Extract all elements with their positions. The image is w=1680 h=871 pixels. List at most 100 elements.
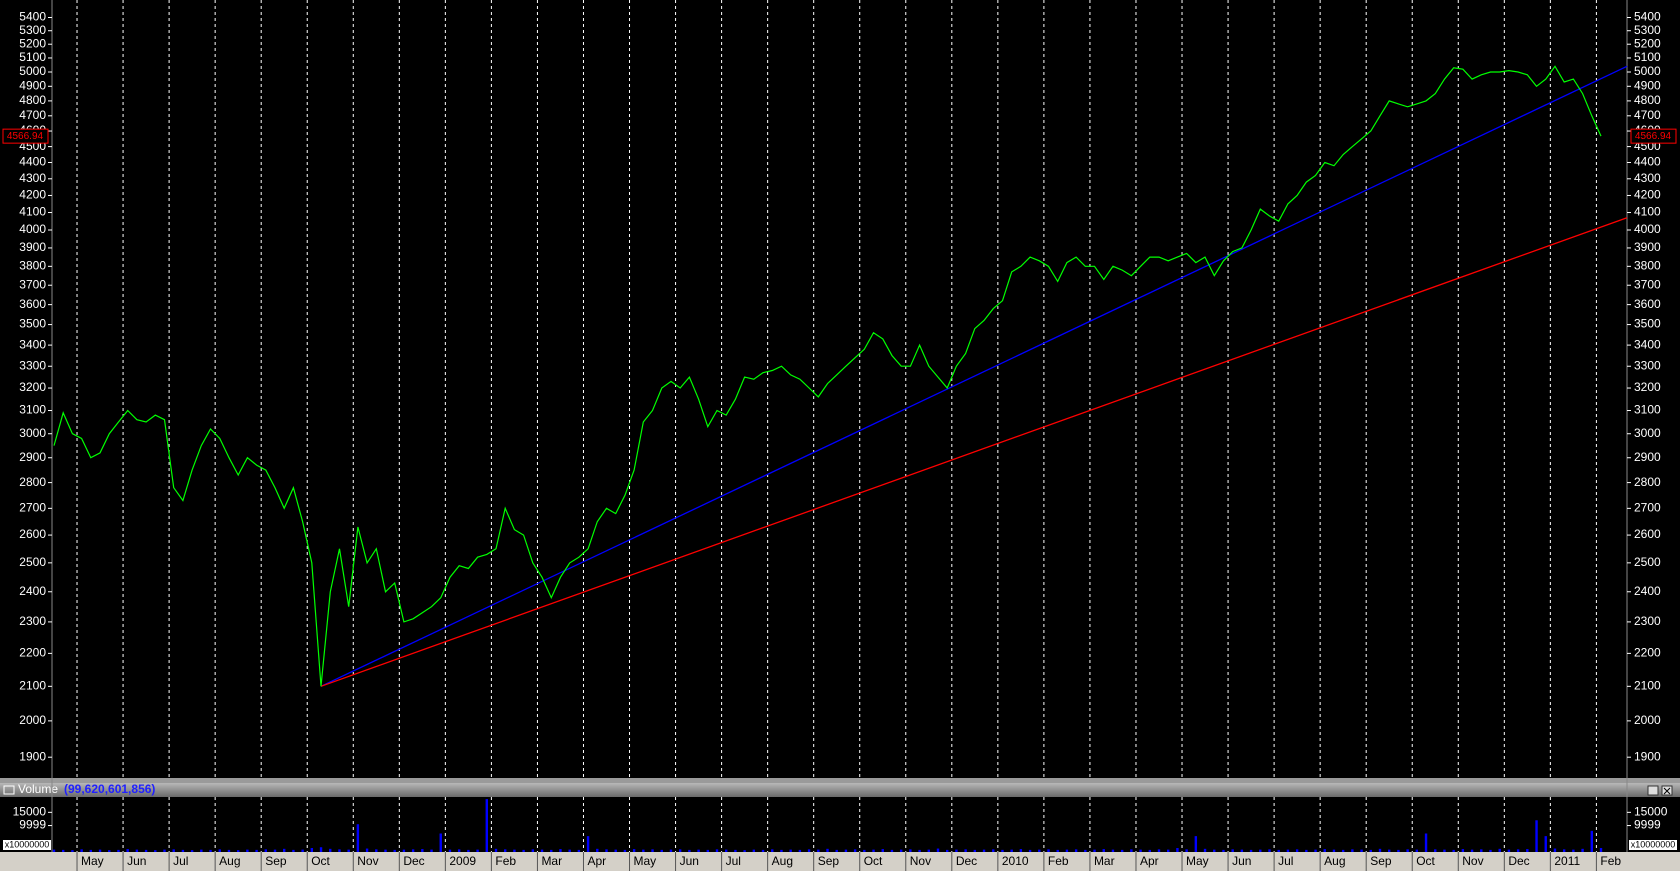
volume-bar (1470, 849, 1474, 852)
volume-bar (964, 849, 967, 852)
volume-bar (550, 849, 553, 852)
y-tick-label-right: 4800 (1634, 93, 1661, 107)
y-tick-label-right: 4300 (1634, 171, 1661, 185)
volume-bar (1360, 849, 1363, 852)
volume-bar (1111, 849, 1115, 852)
x-tick-label: Jun (1232, 854, 1251, 868)
volume-bar (375, 849, 378, 852)
volume-bar (678, 849, 682, 852)
y-tick-label: 3600 (19, 297, 46, 311)
y-tick-label-right: 4700 (1634, 108, 1661, 122)
x-tick-label: Feb (1048, 854, 1069, 868)
y-tick-label-right: 2400 (1634, 584, 1661, 598)
panel-icon[interactable] (3, 785, 15, 795)
volume-bar (1084, 849, 1087, 852)
y-tick-label-right: 3300 (1634, 358, 1661, 372)
volume-bar (310, 848, 314, 852)
volume-bar (1424, 833, 1428, 852)
volume-bar (319, 847, 323, 852)
y-tick-label: 3400 (19, 337, 46, 351)
volume-bar (1332, 849, 1336, 852)
y-tick-label: 4700 (19, 108, 46, 122)
y-tick-label-right: 4000 (1634, 222, 1661, 236)
volume-bar (780, 849, 783, 852)
y-tick-label-right: 4400 (1634, 155, 1661, 169)
restore-button[interactable] (1647, 785, 1659, 796)
y-tick-label: 2800 (19, 475, 46, 489)
volume-bar (1314, 849, 1317, 852)
x-tick-label: 2011 (1554, 854, 1580, 868)
volume-bar (163, 849, 166, 852)
x-tick-label: Sep (265, 854, 287, 868)
x-tick-label: Apr (1140, 854, 1159, 868)
volume-bar (117, 849, 120, 852)
volume-bar (946, 849, 949, 852)
volume-bar (1249, 849, 1253, 852)
volume-bar (1277, 849, 1280, 852)
x-tick-label: Jun (680, 854, 699, 868)
volume-bar (1480, 849, 1483, 852)
volume-bar (752, 849, 756, 852)
y-tick-label: 2200 (19, 646, 46, 660)
volume-bar (1305, 849, 1308, 852)
volume-bar (1139, 849, 1142, 852)
volume-bar (1259, 849, 1262, 852)
y-tick-label-right: 4200 (1634, 188, 1661, 202)
volume-bar (1516, 849, 1520, 852)
volume-bar (301, 849, 304, 852)
volume-bar (1562, 849, 1566, 852)
x-tick-label: Oct (311, 854, 330, 868)
y-tick-label: 3300 (19, 358, 46, 372)
y-tick-label-right: 3600 (1634, 297, 1661, 311)
volume-bar (632, 849, 636, 852)
y-tick-label: 2500 (19, 555, 46, 569)
volume-bar (1489, 849, 1492, 852)
x-tick-label: May (1186, 854, 1209, 868)
volume-bar (485, 799, 488, 852)
volume-bar (52, 849, 56, 852)
volume-bar (144, 849, 148, 852)
volume-bar (62, 849, 65, 852)
last-price-box (1630, 128, 1677, 144)
volume-bar (255, 849, 258, 852)
volume-bar (1203, 848, 1207, 852)
y-tick-label: 2600 (19, 527, 46, 541)
volume-bar (411, 849, 415, 852)
unit-box (1629, 840, 1677, 850)
y-tick-label-right: 2000 (1634, 713, 1661, 727)
volume-y-tick-label-right: 9999 (1634, 818, 1661, 832)
y-tick-label-right: 5100 (1634, 50, 1661, 64)
y-tick-label: 4800 (19, 93, 46, 107)
volume-bar (577, 849, 581, 852)
y-tick-label: 3200 (19, 380, 46, 394)
x-tick-label: Aug (1324, 854, 1345, 868)
volume-bar (1572, 849, 1575, 852)
x-tick-label: 2010 (1002, 854, 1029, 868)
y-tick-label-right: 4900 (1634, 78, 1661, 92)
volume-bar (973, 849, 977, 852)
y-tick-label-right: 2100 (1634, 678, 1661, 692)
y-tick-label-right: 2600 (1634, 527, 1661, 541)
unit-box (3, 840, 51, 850)
y-tick-label-right: 2900 (1634, 450, 1661, 464)
y-tick-label-right: 3100 (1634, 403, 1661, 417)
x-tick-label: May (634, 854, 657, 868)
volume-bar (218, 849, 221, 852)
y-tick-label-right: 2200 (1634, 646, 1661, 660)
y-tick-label: 3900 (19, 240, 46, 254)
panel-separator (0, 778, 1680, 783)
y-tick-label: 5200 (19, 36, 46, 50)
volume-bar (1222, 849, 1225, 852)
volume-bar (1148, 849, 1151, 852)
volume-bar (669, 849, 673, 852)
volume-bar (1498, 848, 1501, 852)
x-tick-label: Sep (1370, 854, 1392, 868)
volume-bar (605, 849, 608, 852)
y-tick-label: 3000 (19, 426, 46, 440)
volume-bar (126, 849, 129, 852)
volume-bar (504, 849, 507, 852)
volume-bar (761, 849, 765, 852)
volume-bar (1406, 849, 1409, 852)
volume-bar (236, 850, 240, 852)
